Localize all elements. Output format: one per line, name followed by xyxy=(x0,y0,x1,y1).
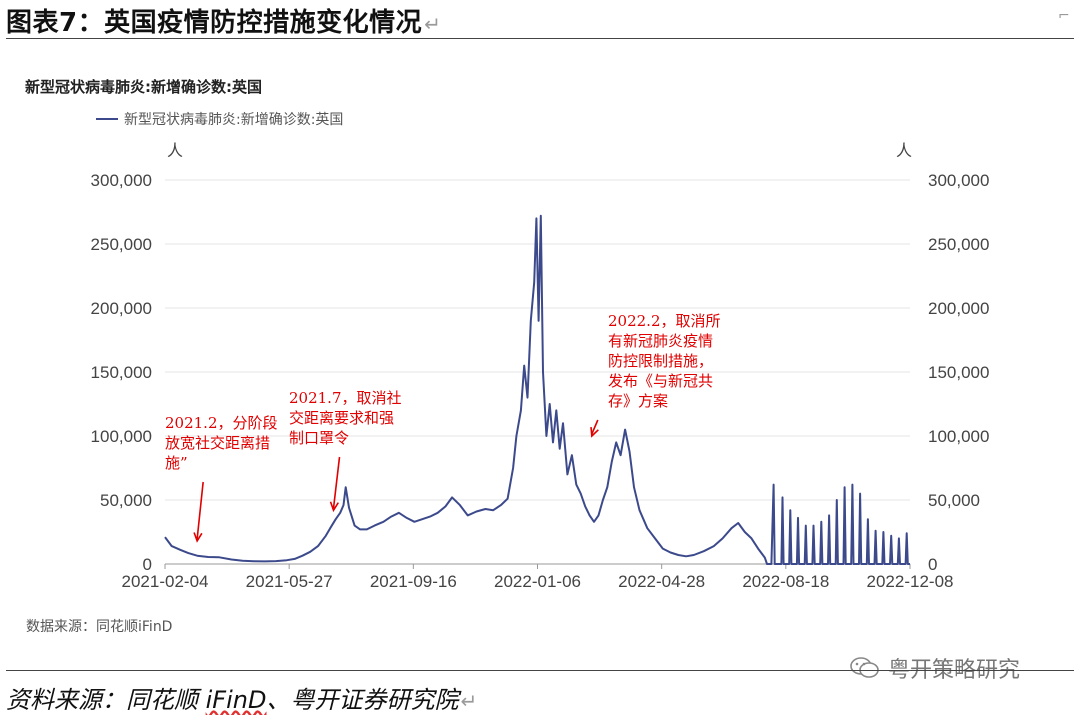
x-tick-label: 2022-08-18 xyxy=(742,572,829,591)
watermark: 粤开策略研究 xyxy=(850,652,1020,684)
annotation-text: 交距离要求和强 xyxy=(289,409,394,427)
wechat-icon xyxy=(850,657,879,678)
corner-mark: ⌐ xyxy=(1058,8,1070,24)
series-line xyxy=(164,214,910,565)
x-tick-label: 2021-02-04 xyxy=(122,572,209,591)
annotation-text: 2021.7，取消社 xyxy=(289,389,402,407)
x-tick-label: 2022-04-28 xyxy=(618,572,705,591)
figure-title: 图表7：英国疫情防控措施变化情况 ↵ xyxy=(6,8,442,38)
chart-source: 数据来源：同花顺iFinD xyxy=(26,619,173,635)
annotation-text: 2022.2，取消所 xyxy=(608,312,721,330)
x-tick-label: 2022-12-08 xyxy=(867,572,954,591)
y-tick-label-left: 200,000 xyxy=(91,299,152,318)
annotation-text: 存》方案 xyxy=(608,392,668,410)
watermark-text: 粤开策略研究 xyxy=(888,658,1021,683)
annotation-text: 有新冠肺炎疫情 xyxy=(608,332,713,350)
chart-title: 新型冠状病毒肺炎:新增确诊数:英国 xyxy=(25,78,262,96)
annotation-arrow xyxy=(332,456,341,509)
legend-label: 新型冠状病毒肺炎:新增确诊数:英国 xyxy=(124,112,344,128)
x-tick-label: 2021-05-27 xyxy=(246,572,333,591)
annotation-text: 放宽社交距离措 xyxy=(165,434,270,452)
return-mark: ↵ xyxy=(424,12,442,36)
y-tick-label-left: 300,000 xyxy=(91,171,152,190)
left-axis-unit: 人 xyxy=(167,141,184,160)
y-tick-label-left: 150,000 xyxy=(91,363,152,382)
y-tick-label-left: 50,000 xyxy=(100,491,152,510)
y-tick-label-right: 200,000 xyxy=(928,299,989,318)
source-ifind: iFinD xyxy=(205,686,267,714)
source-line: 资料来源：同花顺 iFinD、粤开证券研究院 ↵ xyxy=(6,686,478,714)
y-tick-label-right: 0 xyxy=(928,555,937,574)
x-tick-label: 2022-01-06 xyxy=(494,572,581,591)
annotation-text: 防控限制措施， xyxy=(608,352,713,370)
annotation-arrowhead xyxy=(329,501,339,513)
annotation-arrowhead xyxy=(590,426,599,438)
annotation-text: 2021.2，分阶段 xyxy=(165,414,278,432)
y-tick-label-right: 50,000 xyxy=(928,491,980,510)
y-tick-label-right: 100,000 xyxy=(928,427,989,446)
annotation-arrowhead xyxy=(193,532,203,543)
chart-legend: 新型冠状病毒肺炎:新增确诊数:英国 xyxy=(96,109,343,129)
annotation-text: 制口罩令 xyxy=(289,429,349,447)
y-tick-label-right: 300,000 xyxy=(928,171,989,190)
annotation-arrow xyxy=(196,481,204,540)
y-tick-label-left: 250,000 xyxy=(91,235,152,254)
y-tick-label-left: 100,000 xyxy=(91,427,152,446)
x-tick-label: 2021-09-16 xyxy=(370,572,457,591)
annotation-arrow xyxy=(591,419,599,435)
y-tick-label-left: 0 xyxy=(143,555,152,574)
y-tick-label-right: 250,000 xyxy=(928,235,989,254)
right-axis-unit: 人 xyxy=(896,141,913,160)
y-tick-label-right: 150,000 xyxy=(928,363,989,382)
source-divider xyxy=(6,670,1074,671)
annotation-text: 发布《与新冠共 xyxy=(608,372,713,390)
annotation-text: 施” xyxy=(165,454,188,472)
legend-line-swatch xyxy=(96,118,118,120)
title-divider xyxy=(6,38,1074,39)
